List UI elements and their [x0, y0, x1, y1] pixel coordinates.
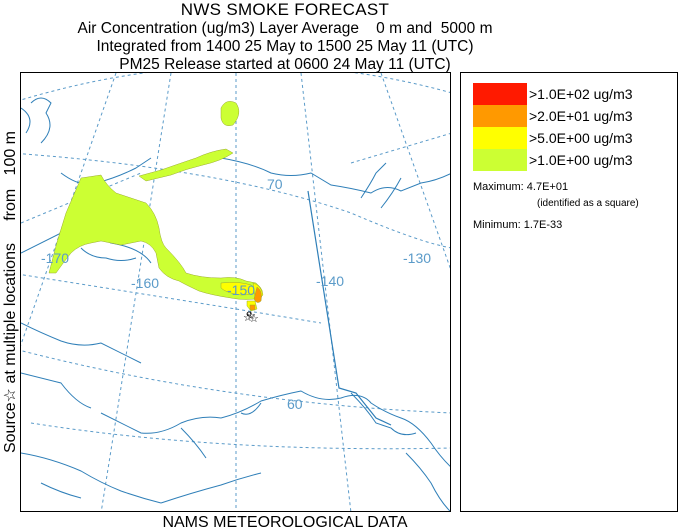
lon-label-130: -130 [403, 250, 431, 266]
plume-patch-north [220, 101, 240, 126]
legend-row-1: >1.0E+02 ug/m3 [473, 83, 673, 105]
legend-swatch-3 [473, 127, 527, 149]
source-star-icon: ☆ [246, 309, 256, 322]
grid-labels: -170 -160 -150 -140 -130 70 60 [41, 176, 431, 412]
meteorological-data-label: NAMS METEOROLOGICAL DATA [162, 514, 408, 531]
legend-swatch-1 [473, 83, 527, 105]
legend-row-2: >2.0E+01 ug/m3 [473, 105, 673, 127]
smoke-map: ☆ ☆ ☆ -170 -160 -150 -140 -130 70 60 [21, 73, 450, 511]
minimum-value: Minimum: 1.7E-33 [473, 219, 563, 231]
maximum-square [249, 304, 256, 311]
smoke-plume [48, 101, 264, 317]
border-line [307, 190, 392, 426]
source-side-label: Source☆ at multiple locations from 100 m [0, 72, 20, 512]
plume-moderate [220, 282, 260, 296]
source-side-text: Source☆ at multiple locations from 100 m [2, 130, 19, 454]
legend-swatch-4 [473, 149, 527, 171]
plume-patch-northeast [138, 148, 234, 182]
subtitle-integration: Integrated from 1400 25 May to 1500 25 M… [96, 38, 474, 55]
maximum-value: Maximum: 4.7E+01 [473, 181, 569, 193]
lon-label-160: -160 [131, 275, 159, 291]
map-panel: ☆ ☆ ☆ -170 -160 -150 -140 -130 70 60 [20, 72, 451, 512]
source-star-icon: ☆ [243, 311, 253, 324]
lat-label-60: 60 [287, 396, 303, 412]
legend-panel: >1.0E+02 ug/m3 >2.0E+01 ug/m3 >5.0E+00 u… [460, 72, 678, 512]
subtitle-release: PM25 Release started at 0600 24 May 11 (… [119, 56, 451, 73]
lon-label-170: -170 [41, 250, 69, 266]
title-block: NWS SMOKE FORECAST Air Concentration (ug… [20, 0, 550, 74]
legend-row-3: >5.0E+00 ug/m3 [473, 127, 673, 149]
legend-label-1: >1.0E+02 ug/m3 [529, 86, 633, 102]
legend-label-3: >5.0E+00 ug/m3 [529, 130, 633, 146]
maximum-note: (identified as a square) [537, 198, 639, 209]
source-star-icon: ☆ [249, 312, 259, 325]
legend-label-4: >1.0E+00 ug/m3 [529, 152, 633, 168]
legend-swatch-2 [473, 105, 527, 127]
subtitle-concentration: Air Concentration (ug/m3) Layer Average … [77, 20, 493, 37]
chart-title: NWS SMOKE FORECAST [180, 0, 390, 19]
lon-label-140: -140 [316, 273, 344, 289]
latitude-grid [21, 73, 450, 450]
legend-label-2: >2.0E+01 ug/m3 [529, 108, 633, 124]
source-markers: ☆ ☆ ☆ [243, 309, 259, 325]
coastlines [21, 97, 450, 511]
lat-label-70: 70 [267, 176, 283, 192]
plume-main-body [48, 174, 263, 300]
legend-row-4: >1.0E+00 ug/m3 [473, 149, 673, 171]
lon-label-150: -150 [227, 282, 255, 298]
